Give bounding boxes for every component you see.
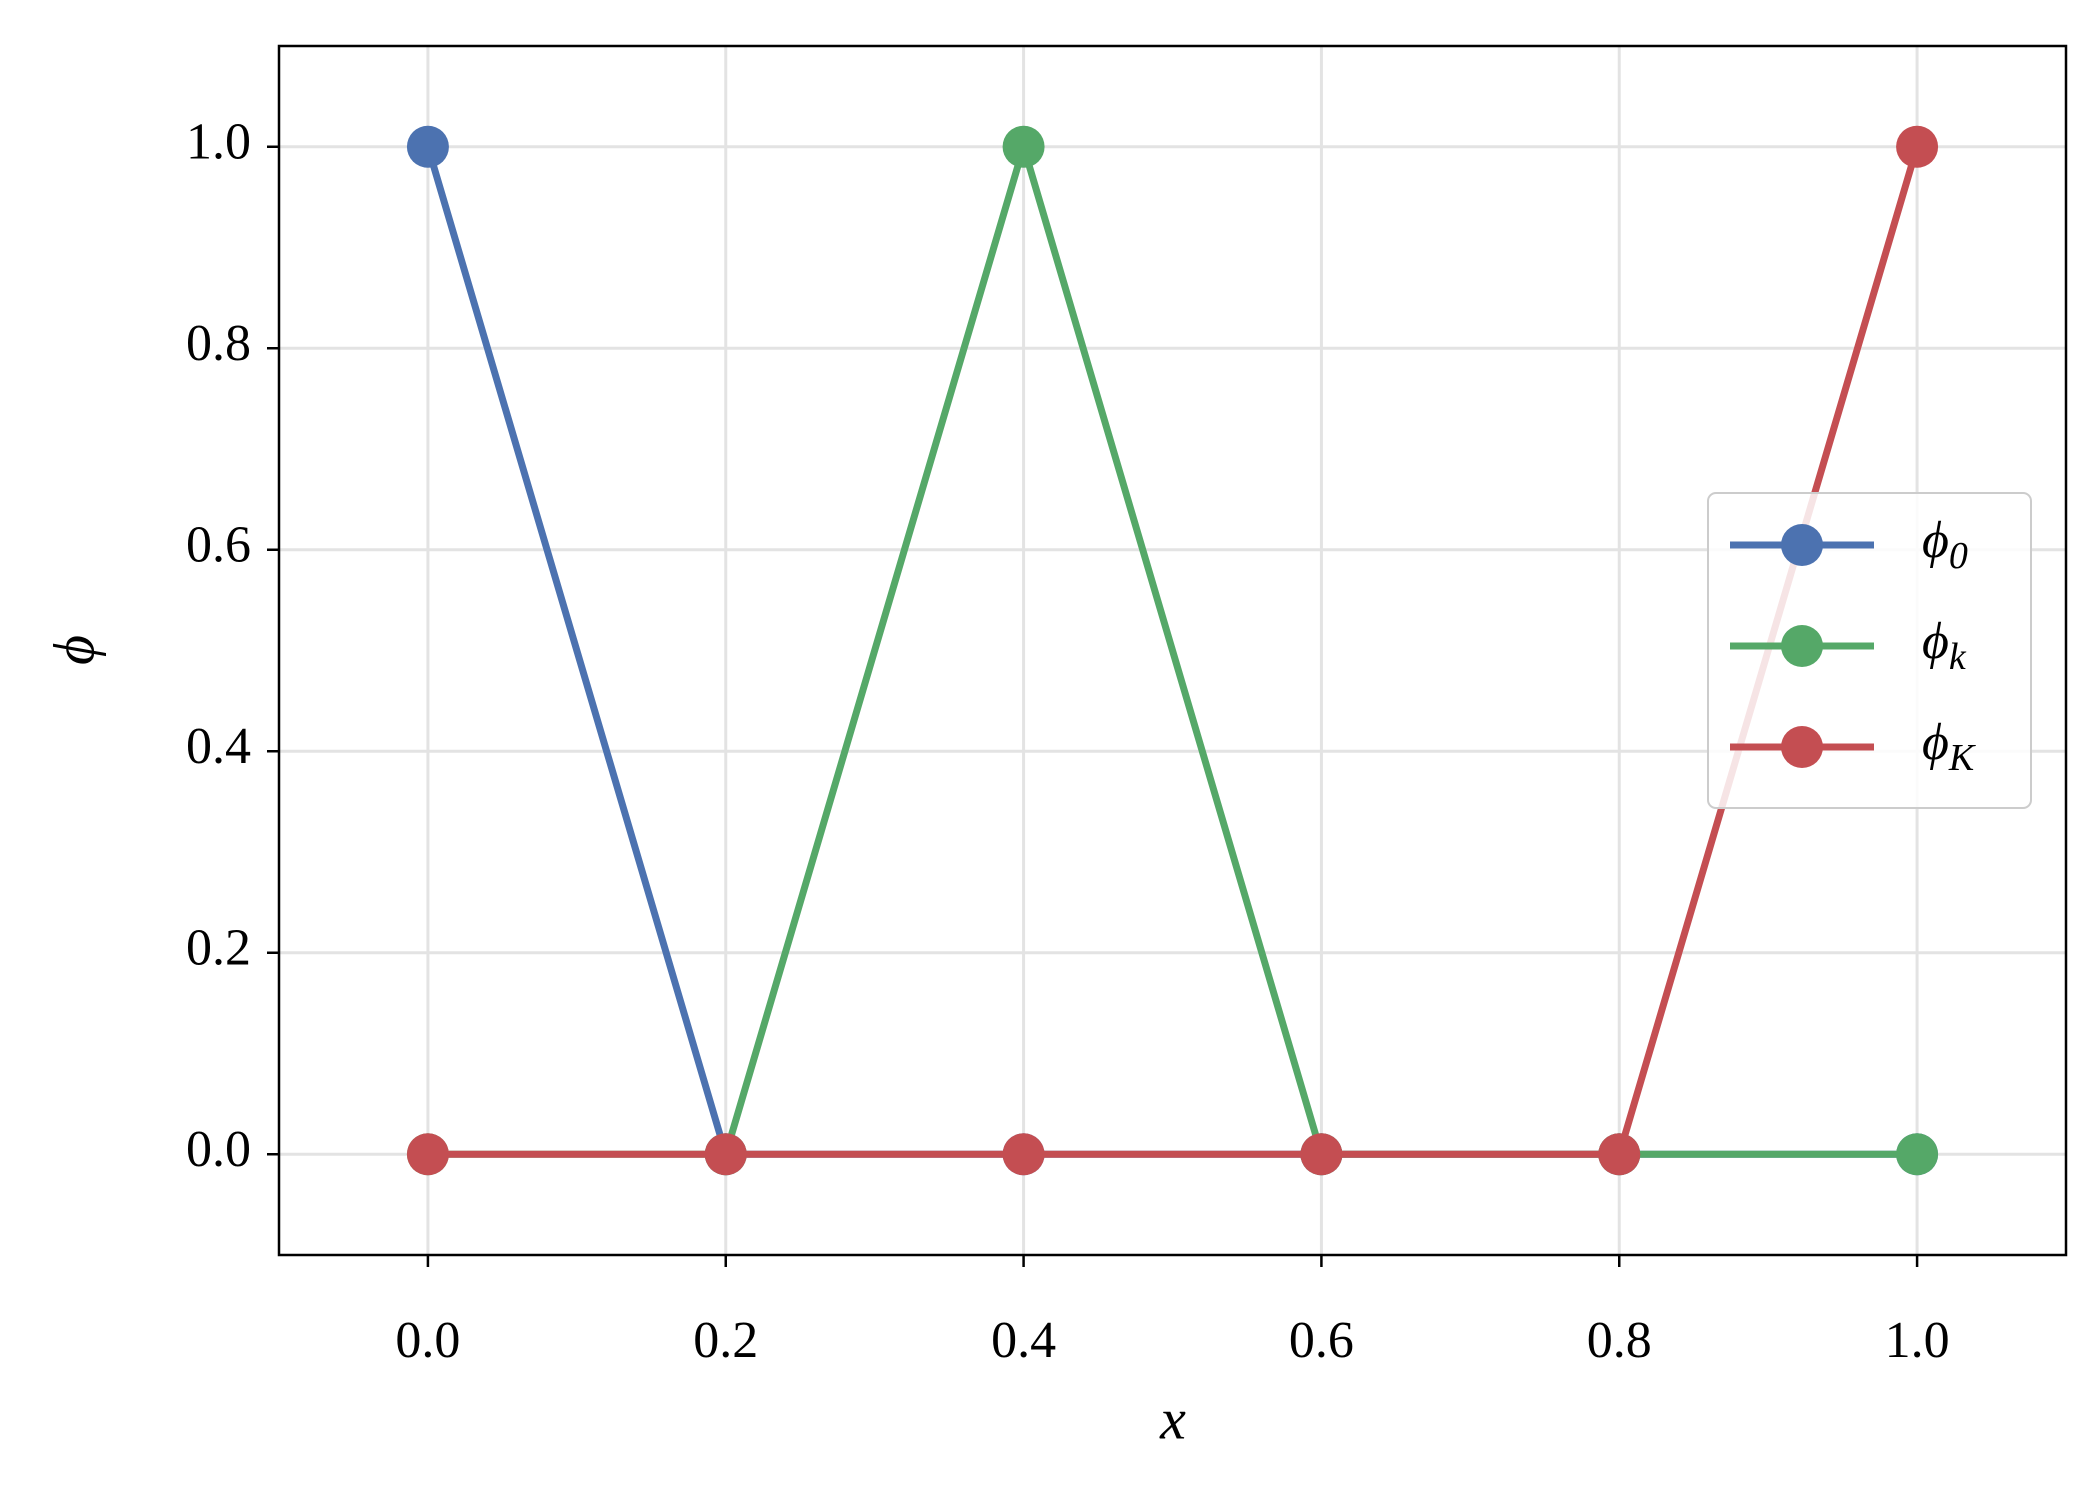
x-tick-label: 0.4 [991, 1312, 1056, 1369]
legend-label: ϕK [1922, 714, 1976, 779]
series-line [427, 145, 1921, 1158]
point [1598, 1133, 1641, 1176]
plot-frame [277, 44, 2068, 1257]
point [1002, 1133, 1045, 1176]
y-axis-label: ϕ [41, 635, 106, 665]
legend-label: ϕ0 [1922, 512, 1968, 577]
point [1002, 125, 1045, 168]
y-tick-label: 0.0 [186, 1121, 251, 1178]
y-tick-label: 0.2 [186, 920, 251, 977]
point [1300, 1133, 1343, 1176]
x-tick-label: 0.2 [693, 1312, 758, 1369]
y-tick-label: 0.6 [186, 517, 251, 574]
x-tick-label: 0.0 [395, 1312, 460, 1369]
y-tick-label: 0.4 [186, 718, 251, 775]
x-tick-label: 1.0 [1885, 1312, 1950, 1369]
point [704, 1133, 747, 1176]
point [1896, 125, 1939, 168]
legend: ϕ0 ϕk ϕK [1707, 492, 2032, 809]
legend-marker [1781, 524, 1823, 566]
point [1896, 1133, 1939, 1176]
point [406, 125, 449, 168]
legend-marker [1781, 726, 1823, 768]
legend-marker [1781, 625, 1823, 667]
y-tick-label: 0.8 [186, 315, 251, 372]
y-tick-label: 1.0 [186, 114, 251, 171]
legend-box [1707, 492, 2032, 809]
legend-label: ϕk [1922, 613, 1967, 678]
x-tick-label: 0.6 [1289, 1312, 1354, 1369]
x-tick-label: 0.8 [1587, 1312, 1652, 1369]
point [406, 1133, 449, 1176]
x-axis-label: x [1159, 1386, 1186, 1451]
